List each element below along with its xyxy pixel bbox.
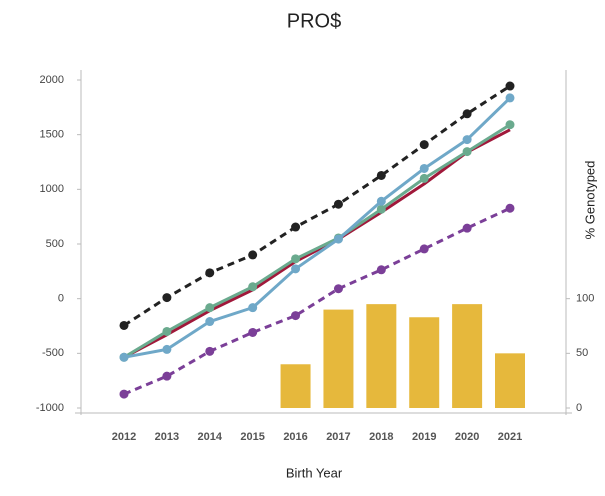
x-tick-label: 2021 (498, 431, 522, 443)
line (123, 206, 511, 396)
x-tick-label: 2012 (112, 431, 136, 443)
point (333, 234, 343, 244)
point (205, 268, 215, 278)
point (419, 140, 429, 150)
y2-axis-label: % Genotyped (582, 161, 597, 240)
y2-tick-label: 0 (576, 402, 582, 414)
x-axis-label: Birth Year (286, 465, 343, 480)
point (248, 303, 258, 313)
x-tick-label: 2015 (240, 431, 264, 443)
point (505, 93, 515, 103)
point (333, 199, 343, 209)
bar (366, 304, 397, 408)
x-tick-label: 2018 (369, 431, 393, 443)
point (119, 352, 129, 362)
point (376, 204, 386, 214)
y2-tick-label: 100 (576, 293, 594, 305)
bar (409, 317, 440, 408)
point (462, 135, 472, 145)
bar (280, 364, 311, 408)
point (505, 120, 515, 130)
x-tick-label: 2016 (283, 431, 307, 443)
point (419, 244, 429, 254)
x-tick-label: 2019 (412, 431, 436, 443)
point (248, 250, 258, 260)
point (376, 196, 386, 206)
point (419, 173, 429, 183)
point (162, 344, 172, 354)
point (505, 203, 515, 213)
point (376, 265, 386, 275)
point (462, 109, 472, 119)
point (419, 163, 429, 173)
line (123, 84, 511, 327)
x-tick-label: 2017 (326, 431, 350, 443)
bar (323, 309, 354, 408)
point (119, 320, 129, 330)
x-tick-label: 2013 (155, 431, 179, 443)
point (205, 346, 215, 356)
point (376, 170, 386, 180)
y-tick-label: 1000 (40, 183, 64, 195)
y-tick-label: 2000 (40, 74, 64, 86)
y-tick-label: -500 (42, 347, 64, 359)
chart-title: PRO$ (287, 10, 341, 32)
y-tick-label: 1500 (40, 129, 64, 141)
point (162, 326, 172, 336)
y2-tick-label: 50 (576, 347, 588, 359)
line (123, 128, 511, 359)
y-tick-label: 0 (58, 293, 64, 305)
point (205, 317, 215, 327)
point (291, 264, 301, 274)
line (123, 123, 511, 359)
bar (495, 353, 525, 408)
x-tick-label: 2020 (455, 431, 479, 443)
y-tick-label: -1000 (36, 402, 64, 414)
line (123, 96, 512, 359)
point (162, 371, 172, 381)
point (162, 293, 172, 303)
point (333, 284, 343, 294)
point (462, 223, 472, 233)
x-tick-label: 2014 (198, 431, 223, 443)
point (291, 311, 301, 321)
point (291, 254, 301, 264)
bar (452, 304, 483, 408)
point (248, 327, 258, 337)
point (119, 389, 129, 399)
point (462, 147, 472, 157)
point (291, 222, 301, 232)
y-tick-label: 500 (46, 238, 64, 250)
point (505, 81, 515, 91)
point (205, 303, 215, 313)
point (248, 282, 258, 292)
